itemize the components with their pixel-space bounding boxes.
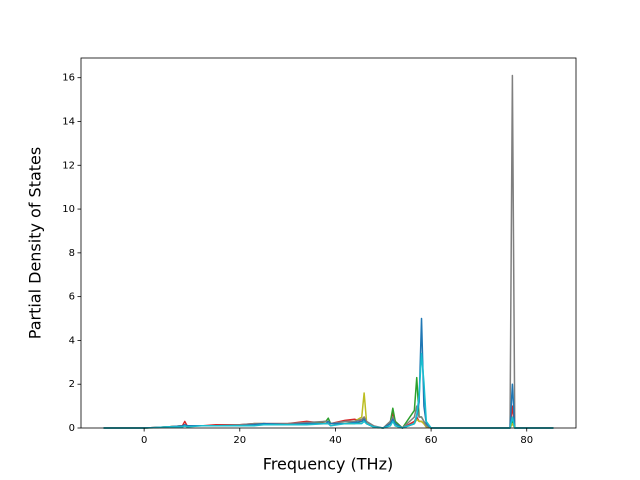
y-tick-label: 12: [62, 160, 75, 171]
x-tick-label: 60: [425, 435, 438, 446]
y-tick-label: 6: [69, 292, 75, 303]
x-tick-label: 40: [329, 435, 342, 446]
y-tick-label: 10: [62, 204, 75, 215]
x-tick-label: 80: [520, 435, 533, 446]
series-line: [103, 317, 554, 429]
y-tick-label: 0: [69, 423, 75, 434]
x-axis-label: Frequency (THz): [263, 455, 393, 474]
plot-frame: [80, 57, 577, 429]
series-line: [103, 392, 554, 429]
series-line: [103, 352, 554, 429]
y-tick-label: 16: [62, 73, 75, 84]
x-tick-label: 0: [141, 435, 147, 446]
y-axis-label: Partial Density of States: [26, 147, 45, 339]
y-tick-label: 8: [69, 248, 75, 259]
y-tick-label: 4: [69, 335, 75, 346]
series-line: [103, 74, 554, 429]
y-tick-label: 2: [69, 379, 75, 390]
y-tick-label: 14: [62, 116, 75, 127]
x-tick-label: 20: [233, 435, 246, 446]
series-line: [103, 376, 554, 429]
